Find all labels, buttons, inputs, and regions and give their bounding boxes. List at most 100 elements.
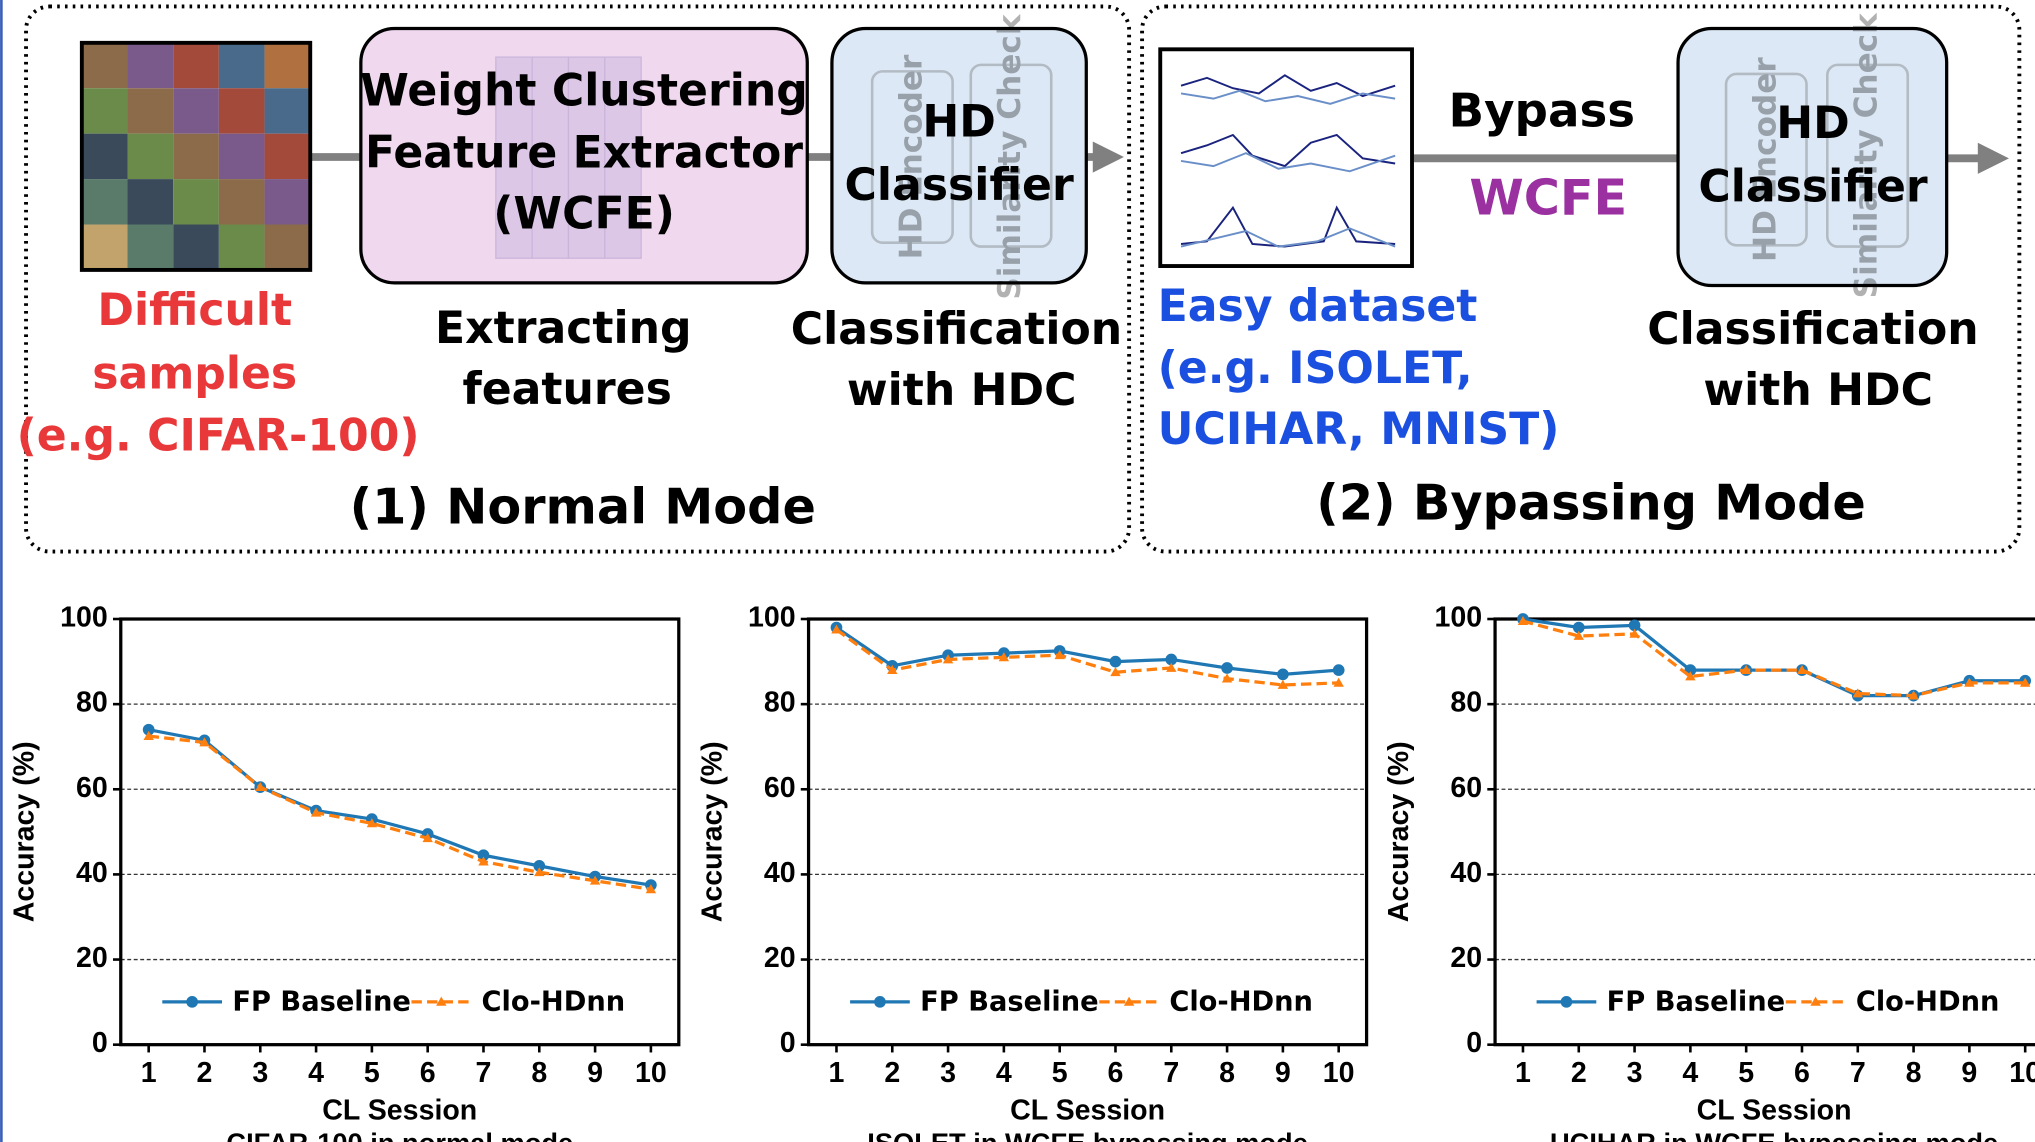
x-tick-label: 10 — [2009, 1057, 2035, 1089]
layer-stack — [495, 56, 642, 259]
mode-box — [1140, 4, 2022, 554]
signal-plots — [1180, 74, 1396, 248]
point — [942, 654, 954, 664]
y-tick-label: 60 — [76, 772, 108, 804]
x-tick-label: 7 — [1163, 1057, 1179, 1089]
x-tick-label: 7 — [476, 1057, 492, 1089]
point — [534, 867, 545, 877]
point — [2019, 677, 2031, 687]
image-tile — [81, 42, 128, 89]
y-axis-label: Accuracy (%) — [1383, 741, 1415, 922]
x-tick-label: 7 — [1850, 1057, 1866, 1089]
y-tick-label: 80 — [76, 687, 108, 719]
caption: with HDC — [847, 365, 1077, 416]
image-tile — [264, 133, 311, 180]
x-tick-label: 9 — [1961, 1057, 1977, 1089]
series-line — [835, 626, 1339, 676]
x-tick-label: 6 — [1794, 1057, 1810, 1089]
point — [1165, 653, 1178, 666]
x-tick-label: 4 — [1682, 1057, 1698, 1089]
point — [1333, 677, 1344, 687]
block-label: Classifier — [844, 160, 1073, 211]
x-tick-label: 10 — [1323, 1057, 1355, 1089]
y-tick-label: 20 — [1450, 942, 1482, 974]
legend-label: FP Baseline — [232, 987, 411, 1018]
point — [1517, 615, 1529, 626]
image-tile — [81, 224, 128, 270]
image-tile — [218, 224, 265, 270]
sample-images — [81, 42, 311, 270]
x-tick-label: 3 — [940, 1057, 956, 1089]
input-label: UCIHAR, MNIST) — [1158, 404, 1560, 455]
image-tile — [127, 42, 174, 89]
image-tile — [127, 224, 174, 270]
x-tick-label: 4 — [996, 1057, 1012, 1089]
y-tick-label: 80 — [764, 687, 796, 719]
x-tick-label: 6 — [1108, 1057, 1124, 1089]
point — [1852, 688, 1863, 698]
x-tick-label: 4 — [308, 1057, 324, 1089]
point — [1277, 679, 1289, 689]
inner-label: HD Encoder — [893, 54, 929, 259]
bypass-label: WCFE — [1469, 169, 1627, 227]
point — [589, 875, 601, 885]
image-tile — [173, 42, 219, 89]
arrow-head — [1092, 141, 1124, 173]
point — [1054, 650, 1065, 660]
plot-frame — [1493, 617, 2035, 1047]
legend-marker — [186, 996, 198, 1008]
y-tick-label: 60 — [1450, 772, 1482, 804]
image-frame — [79, 40, 313, 272]
image-tile — [81, 179, 128, 225]
x-tick-label: 2 — [884, 1057, 900, 1089]
point — [998, 652, 1010, 662]
image-tile — [218, 42, 265, 89]
caption: Extracting — [435, 303, 692, 354]
legend-label: FP Baseline — [1607, 987, 1786, 1018]
y-tick-label: 40 — [764, 857, 796, 889]
point — [1908, 690, 1919, 700]
plot-frame — [119, 617, 681, 1047]
caption: features — [463, 364, 672, 415]
series-line — [1522, 617, 2026, 698]
block-label: Feature Extractor — [365, 128, 803, 179]
mode-title: (1) Normal Mode — [350, 478, 816, 536]
point — [1572, 621, 1585, 634]
point — [478, 856, 489, 866]
series-line — [148, 728, 652, 887]
legend-label: Clo-HDnn — [482, 987, 626, 1018]
point — [310, 807, 322, 817]
y-axis-label: Accuracy (%) — [9, 741, 41, 922]
plot-frame — [806, 617, 1369, 1047]
legend-label: Clo-HDnn — [1169, 987, 1313, 1018]
point — [1277, 668, 1289, 681]
hd-block — [830, 26, 1088, 285]
series-line — [835, 628, 1339, 687]
x-axis-label: CL Session — [1697, 1095, 1852, 1127]
x-tick-label: 6 — [420, 1057, 436, 1089]
x-tick-label: 10 — [635, 1057, 667, 1089]
point — [1332, 664, 1345, 676]
x-tick-label: 3 — [252, 1057, 268, 1089]
point — [477, 849, 490, 862]
legend-marker — [1560, 996, 1573, 1008]
point — [366, 818, 378, 828]
block-label: Classifier — [1698, 161, 1927, 212]
input-label: Easy dataset — [1158, 281, 1478, 332]
image-tile — [264, 179, 311, 225]
y-tick-label: 100 — [1434, 602, 1482, 634]
point — [1685, 671, 1696, 681]
input-label: (e.g. ISOLET, — [1158, 343, 1473, 394]
x-tick-label: 9 — [1275, 1057, 1291, 1089]
image-tile — [173, 179, 219, 225]
legend-marker — [1123, 996, 1135, 1006]
bypass-label: Bypass — [1448, 85, 1635, 139]
point — [1221, 662, 1233, 674]
block-label: HD — [922, 97, 996, 148]
point — [1964, 677, 1975, 687]
x-tick-label: 8 — [1219, 1057, 1235, 1089]
point — [533, 860, 546, 872]
point — [1221, 673, 1233, 683]
inner-label: Similarity Check — [1849, 12, 1885, 298]
